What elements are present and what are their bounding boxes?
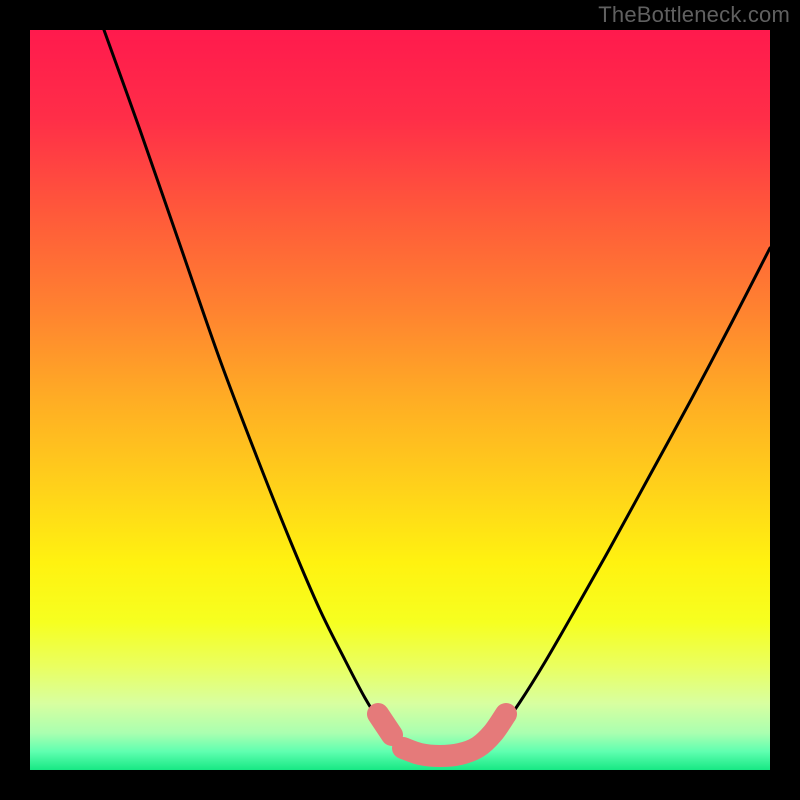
bottleneck-chart <box>0 0 800 800</box>
watermark-text: TheBottleneck.com <box>598 2 790 28</box>
optimal-range-segment <box>378 714 392 735</box>
gradient-background <box>30 30 770 770</box>
chart-root: TheBottleneck.com <box>0 0 800 800</box>
